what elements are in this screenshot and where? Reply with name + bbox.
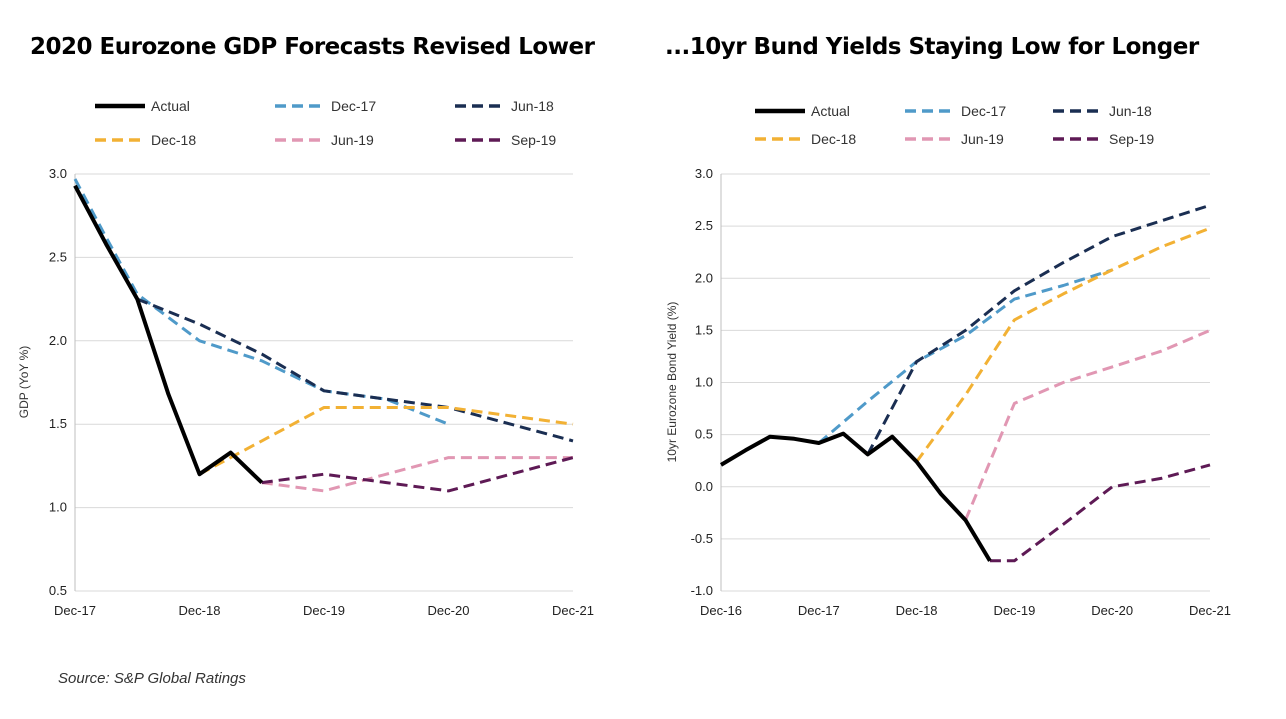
x-tick-label: Dec-17 — [798, 603, 840, 618]
y-tick-label: 2.5 — [695, 218, 713, 233]
legend-label-jun18: Jun-18 — [511, 98, 554, 114]
series-line-jun18 — [866, 203, 1211, 456]
series-line-jun19 — [964, 329, 1211, 521]
y-tick-label: 3.0 — [49, 166, 67, 181]
legend-label-sep19: Sep-19 — [511, 132, 556, 148]
legend-label-actual: Actual — [811, 103, 850, 119]
y-tick-label: -0.5 — [691, 531, 713, 546]
series-line-dec18 — [915, 226, 1211, 463]
y-tick-label: 1.0 — [695, 375, 713, 390]
y-tick-label: 0.5 — [695, 427, 713, 442]
y-tick-label: 3.0 — [695, 166, 713, 181]
series-line-sep19 — [261, 456, 574, 493]
x-tick-label: Dec-16 — [700, 603, 742, 618]
x-tick-label: Dec-17 — [54, 603, 96, 618]
legend-label-dec18: Dec-18 — [811, 131, 856, 147]
x-tick-label: Dec-18 — [179, 603, 221, 618]
series-line-dec17 — [73, 178, 450, 426]
y-tick-label: 2.0 — [49, 333, 67, 348]
gdp-forecast-chart: 0.5 1.0 1.5 2.0 2.5 3.0 Dec-17 Dec-18 Dec-19 Dec-… — [17, 98, 594, 618]
legend-label-jun18: Jun-18 — [1109, 103, 1152, 119]
legend-label-jun19: Jun-19 — [961, 131, 1004, 147]
y-tick-label: 2.5 — [49, 249, 67, 264]
y-tick-label: 0.0 — [695, 479, 713, 494]
x-tick-label: Dec-21 — [1189, 603, 1231, 618]
series-line-dec17 — [817, 268, 1113, 445]
right-chart-title: ...10yr Bund Yields Staying Low for Long… — [665, 34, 1199, 60]
y-axis-label: 10yr Eurozone Bond Yield (%) — [665, 302, 679, 463]
x-tick-label: Dec-21 — [552, 603, 594, 618]
y-tick-label: 1.0 — [49, 500, 67, 515]
x-tick-label: Dec-20 — [428, 603, 470, 618]
series-line-actual — [719, 431, 992, 562]
legend-label-jun19: Jun-19 — [331, 132, 374, 148]
bund-yield-chart: -1.0 -0.5 0.0 0.5 1.0 1.5 2.0 2.5 3.0 Dec-16 Dec-1… — [665, 103, 1231, 618]
x-tick-label: Dec-20 — [1091, 603, 1133, 618]
y-tick-label: -1.0 — [691, 583, 713, 598]
y-tick-label: 2.0 — [695, 270, 713, 285]
source-note: Source: S&P Global Ratings — [58, 670, 246, 687]
x-tick-label: Dec-19 — [993, 603, 1035, 618]
legend-label-sep19: Sep-19 — [1109, 131, 1154, 147]
series-line-jun18 — [136, 297, 574, 443]
left-chart-title: 2020 Eurozone GDP Forecasts Revised Lowe… — [30, 34, 595, 60]
legend-label-actual: Actual — [151, 98, 190, 114]
y-tick-label: 1.5 — [49, 416, 67, 431]
x-tick-label: Dec-18 — [896, 603, 938, 618]
series-line-dec18 — [198, 406, 574, 476]
series-line-sep19 — [989, 463, 1211, 563]
x-tick-label: Dec-19 — [303, 603, 345, 618]
y-tick-label: 1.5 — [695, 322, 713, 337]
series-line-jun19 — [261, 456, 573, 493]
legend-label-dec17: Dec-17 — [331, 98, 376, 114]
legend-label-dec18: Dec-18 — [151, 132, 196, 148]
y-tick-label: 0.5 — [49, 583, 67, 598]
legend-label-dec17: Dec-17 — [961, 103, 1006, 119]
y-axis-label: GDP (YoY %) — [17, 346, 31, 418]
series-line-actual — [73, 184, 264, 485]
